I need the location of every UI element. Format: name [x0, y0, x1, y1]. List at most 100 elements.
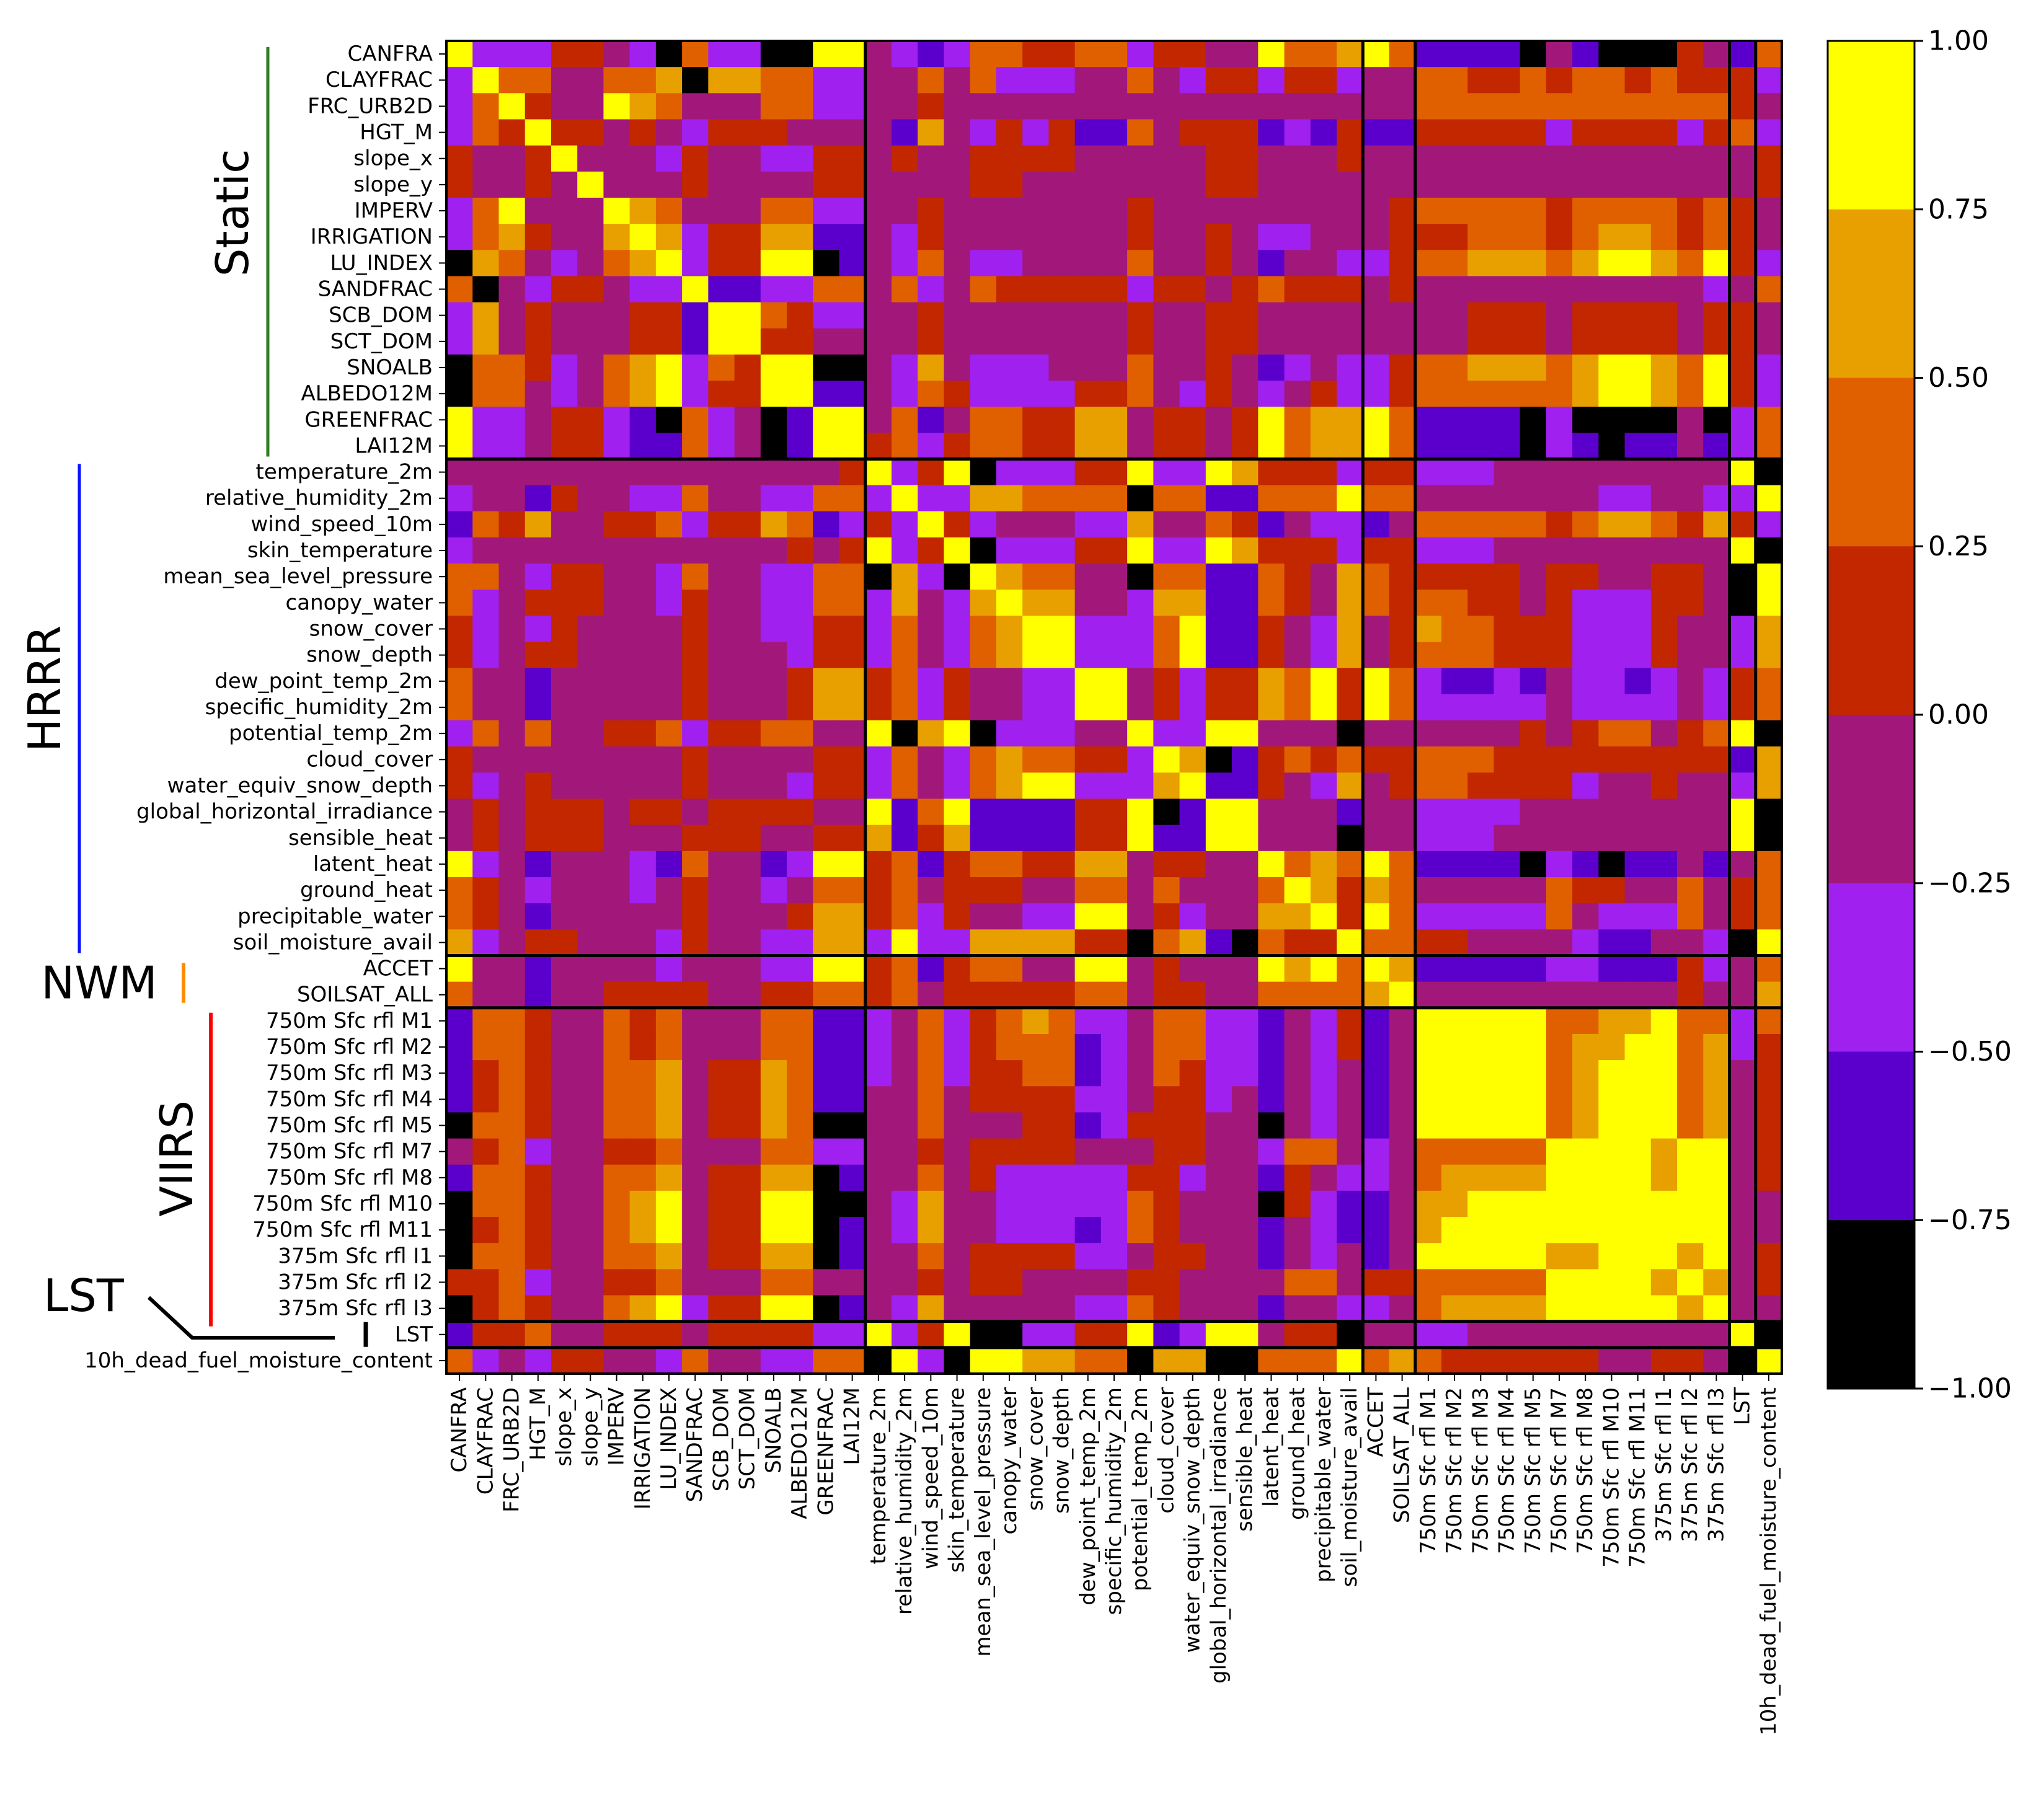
heatmap-cell: [682, 1347, 709, 1374]
heatmap-cell: [1389, 981, 1416, 1009]
heatmap-cell: [1284, 642, 1311, 669]
heatmap-cell: [1127, 537, 1154, 564]
heatmap-cell: [1494, 1295, 1521, 1322]
heatmap-cell: [1650, 1347, 1678, 1374]
heatmap-cell: [813, 41, 840, 68]
heatmap-cell: [1337, 459, 1363, 486]
heatmap-cell: [1310, 250, 1337, 277]
heatmap-cell: [1205, 537, 1233, 564]
heatmap-cell: [1572, 41, 1599, 68]
heatmap-cell: [1100, 171, 1128, 198]
heatmap-cell: [944, 41, 971, 68]
heatmap-cell: [551, 145, 578, 172]
heatmap-cell: [1520, 981, 1547, 1009]
heatmap-cell: [944, 981, 971, 1009]
heatmap-cell: [1179, 1033, 1206, 1061]
heatmap-cell: [551, 981, 578, 1009]
heatmap-cell: [524, 1060, 552, 1087]
heatmap-cell: [1153, 1243, 1180, 1270]
heatmap-cell: [682, 1190, 709, 1217]
heatmap-cell: [1546, 119, 1573, 146]
heatmap-cell: [1441, 224, 1468, 250]
heatmap-cell: [1284, 1086, 1311, 1113]
colorbar-tick-label: 0.50: [1928, 362, 1989, 394]
heatmap-cell: [472, 1347, 500, 1374]
heatmap-cell: [708, 563, 735, 590]
heatmap-cell: [734, 1007, 761, 1035]
heatmap-cell: [682, 302, 709, 329]
heatmap-cell: [1729, 955, 1756, 983]
heatmap-cell: [1363, 1347, 1390, 1374]
heatmap-cell: [446, 903, 473, 930]
heatmap-cell: [629, 1138, 657, 1165]
heatmap-cell: [708, 1112, 735, 1139]
heatmap-cell: [1284, 1217, 1311, 1244]
heatmap-cell: [446, 1321, 473, 1348]
heatmap-cell: [813, 250, 840, 277]
heatmap-cell: [655, 824, 683, 852]
heatmap-cell: [1205, 563, 1233, 590]
heatmap-cell: [1258, 1321, 1285, 1348]
heatmap-cell: [734, 41, 761, 68]
heatmap-cell: [996, 485, 1023, 512]
heatmap-cell: [1258, 929, 1285, 956]
heatmap-cell: [1415, 981, 1442, 1009]
heatmap-cell: [1153, 1190, 1180, 1217]
heatmap-cell: [1415, 250, 1442, 277]
heatmap-cell: [682, 642, 709, 669]
heatmap-cell: [1729, 1295, 1756, 1322]
heatmap-cell: [1441, 119, 1468, 146]
heatmap-cell: [1650, 1321, 1678, 1348]
heatmap-cell: [446, 1190, 473, 1217]
heatmap-cell: [603, 798, 631, 826]
heatmap-cell: [629, 694, 657, 721]
heatmap-cell: [944, 668, 971, 695]
heatmap-cell: [1022, 1033, 1050, 1061]
heatmap-cell: [944, 302, 971, 329]
heatmap-cell: [1258, 1164, 1285, 1191]
heatmap-cell: [1258, 720, 1285, 747]
heatmap-cell: [996, 433, 1023, 460]
heatmap-cell: [1755, 302, 1782, 329]
heatmap-cell: [1624, 433, 1652, 460]
heatmap-cell: [1650, 1269, 1678, 1296]
heatmap-cell: [682, 93, 709, 120]
heatmap-cell: [708, 433, 735, 460]
heatmap-cell: [813, 642, 840, 669]
heatmap-cell: [787, 197, 813, 224]
row-label-750m-sfc-rfl-m4: 750m Sfc rfl M4: [266, 1087, 433, 1111]
heatmap-cell: [472, 328, 500, 355]
heatmap-cell: [970, 41, 997, 68]
column-label-lai12m: LAI12M: [840, 1387, 865, 1465]
heatmap-cell: [970, 171, 997, 198]
heatmap-cell: [1205, 328, 1233, 355]
heatmap-cell: [498, 171, 526, 198]
heatmap-cell: [865, 1217, 892, 1244]
heatmap-cell: [1048, 197, 1076, 224]
heatmap-cell: [1127, 642, 1154, 669]
heatmap-cell: [1755, 1060, 1782, 1087]
heatmap-cell: [1074, 145, 1102, 172]
heatmap-cell: [1467, 563, 1495, 590]
heatmap-cell: [1729, 67, 1756, 94]
heatmap-cell: [1389, 407, 1416, 433]
heatmap-cell: [1441, 1112, 1468, 1139]
heatmap-cell: [524, 877, 552, 904]
heatmap-cell: [1546, 433, 1573, 460]
heatmap-cell: [1127, 798, 1154, 826]
heatmap-cell: [1100, 537, 1128, 564]
heatmap-cell: [603, 197, 631, 224]
heatmap-cell: [970, 1086, 997, 1113]
heatmap-cell: [655, 1164, 683, 1191]
heatmap-cell: [918, 746, 945, 773]
heatmap-cell: [629, 459, 657, 486]
heatmap-cell: [446, 563, 473, 590]
heatmap-cell: [1363, 381, 1390, 407]
heatmap-cell: [1337, 850, 1363, 878]
heatmap-cell: [1729, 250, 1756, 277]
heatmap-cell: [1546, 1138, 1573, 1165]
heatmap-cell: [577, 1269, 604, 1296]
heatmap-cell: [1677, 1086, 1704, 1113]
heatmap-cell: [524, 407, 552, 433]
heatmap-cell: [1598, 354, 1626, 381]
